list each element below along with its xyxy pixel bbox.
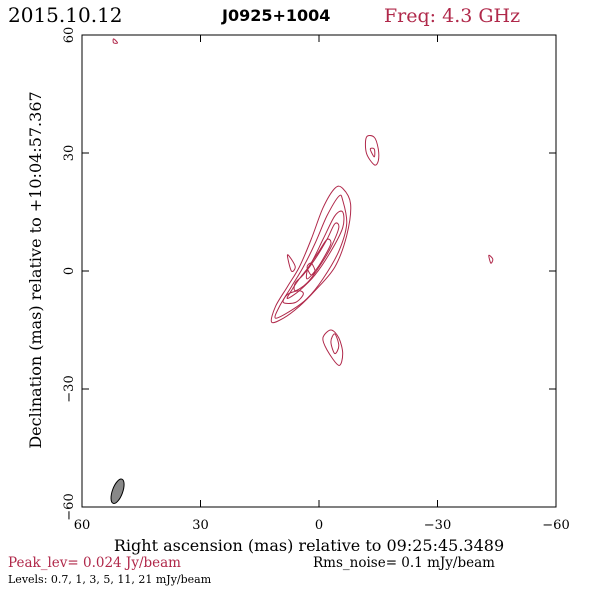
contour-far-right-blob [488,254,494,264]
x-tick-label: −30 [424,518,451,533]
plot-frame [81,34,557,508]
y-tick-label: 0 [62,267,77,275]
x-tick-label: 30 [192,518,209,533]
contour-knot-inner [330,333,340,355]
x-tick-label: 60 [74,518,91,533]
source-name: J0925+1004 [221,6,330,25]
y-axis-label: Declination (mas) relative to +10:04:57.… [26,91,45,448]
contour-jet-lev4 [293,222,340,292]
contour-levels: Levels: 0.7, 1, 3, 5, 11, 21 mJy/beam [8,573,212,586]
y-tick-label: 30 [62,145,77,162]
x-tick-labels: 60 30 0 −30 −60 [74,518,570,533]
observation-date: 2015.10.12 [8,3,123,27]
axis-ticks [81,34,557,508]
contour-upper-blob-inner [369,147,376,158]
rms-noise: Rms_noise= 0.1 mJy/beam [313,555,495,571]
contour-jet-lev3 [286,210,345,300]
y-tick-label: −60 [62,493,77,520]
beam-ellipse [110,478,125,504]
contour-knot-outer [322,329,344,366]
y-tick-label: −30 [62,375,77,402]
y-tick-label: 60 [62,27,77,44]
contour-jet-notch [282,290,304,304]
contour-jet-lev2 [274,194,348,319]
contour-outer-jet [270,185,352,324]
contour-upper-blob [364,135,380,166]
x-tick-label: 0 [315,518,323,533]
contour-layer [112,38,494,366]
x-axis-label: Right ascension (mas) relative to 09:25:… [114,536,504,555]
peak-level: Peak_lev= 0.024 Jy/beam [8,555,181,571]
contour-island-left [286,254,296,273]
frequency-label: Freq: 4.3 GHz [384,5,520,27]
contour-island-left-2 [306,262,316,276]
y-tick-labels: 60 30 0 −30 −60 [62,27,77,521]
contour-top-left-blob [112,38,119,44]
x-tick-label: −60 [542,518,569,533]
